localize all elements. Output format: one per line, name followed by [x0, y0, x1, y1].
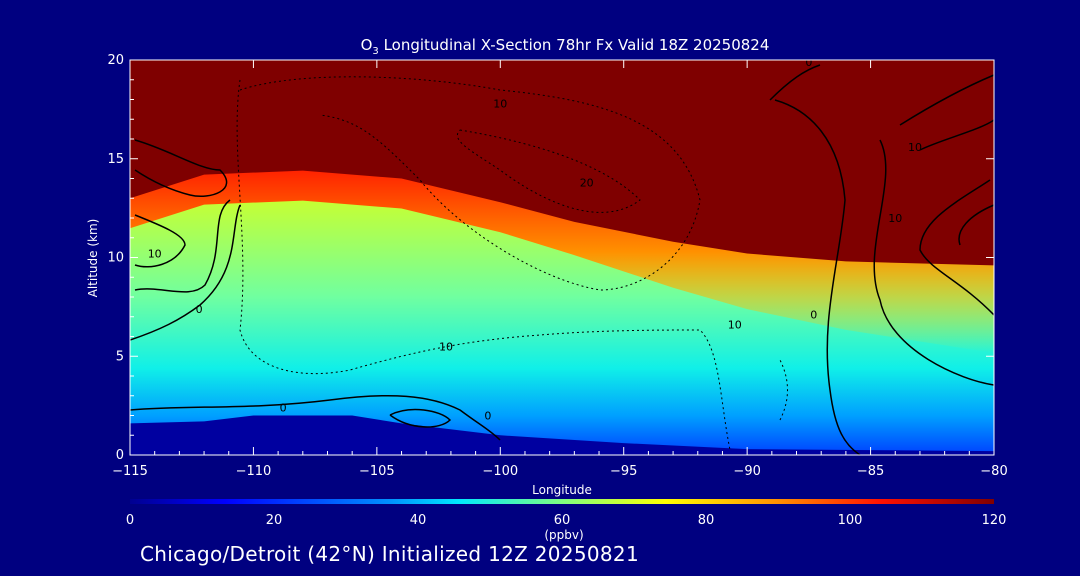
y-tick-label: 20 — [107, 53, 124, 68]
contour-line — [134, 139, 228, 197]
contour-label: 0 — [280, 402, 287, 415]
contour-label: 10 — [908, 141, 922, 154]
colorbar-gradient — [130, 499, 994, 504]
contour-label: 10 — [888, 212, 902, 225]
contour-labels: 10 20 0 10 10 10 0 10 10 0 0 0 — [148, 56, 922, 422]
chart-title: O3 Longitudinal X-Section 78hr Fx Valid … — [361, 36, 770, 57]
x-tick-label: −85 — [857, 464, 884, 479]
colorbar-tick-label: 20 — [266, 513, 283, 528]
x-tick-label: −90 — [733, 464, 760, 479]
contour-line — [779, 359, 788, 421]
contour-line — [236, 79, 731, 451]
colorbar-tick-label: 120 — [982, 513, 1007, 528]
run-caption: Chicago/Detroit (42°N) Initialized 12Z 2… — [140, 542, 639, 566]
contour-label: 0 — [484, 409, 491, 422]
contour-line — [130, 204, 241, 341]
contour-lines — [130, 64, 994, 455]
x-axis-label: Longitude — [532, 483, 592, 497]
colorbar: 0 20 40 60 80 100 120 (ppbv) — [126, 499, 1007, 542]
colorbar-tick-label: 80 — [698, 513, 715, 528]
x-tick-label: −80 — [980, 464, 1007, 479]
contour-line — [958, 204, 994, 246]
contour-line — [774, 99, 861, 455]
title-subscript: 3 — [372, 46, 378, 57]
y-axis-ticks: 0 5 10 15 20 — [107, 53, 994, 463]
contour-line — [134, 214, 186, 268]
contour-label: 0 — [805, 56, 812, 69]
contour-label: 10 — [493, 97, 507, 110]
x-tick-label: −110 — [236, 464, 272, 479]
contour-label: 0 — [810, 309, 817, 322]
contour-line — [919, 119, 994, 151]
terrain-mask — [130, 415, 994, 455]
y-tick-label: 5 — [116, 349, 124, 364]
y-axis-label: Altitude (km) — [86, 219, 100, 298]
contour-label: 0 — [196, 303, 203, 316]
title-suffix: Longitudinal X-Section 78hr Fx Valid 18Z… — [379, 36, 770, 54]
x-tick-label: −95 — [610, 464, 637, 479]
contour-label: 10 — [439, 340, 453, 353]
ozone-gradient-band — [130, 168, 994, 353]
colorbar-unit-label: (ppbv) — [544, 528, 583, 542]
x-tick-label: −100 — [482, 464, 518, 479]
title-prefix: O — [361, 36, 373, 54]
contour-line — [919, 179, 994, 316]
colorbar-tick-label: 100 — [838, 513, 863, 528]
contour-line — [130, 394, 501, 441]
contour-line — [389, 408, 452, 428]
contour-line — [239, 76, 701, 291]
colorbar-tick-label: 60 — [554, 513, 571, 528]
contour-label: 10 — [148, 248, 162, 261]
contour-line — [769, 64, 821, 101]
y-tick-label: 0 — [116, 448, 124, 463]
contour-line — [873, 139, 994, 386]
x-tick-label: −105 — [359, 464, 395, 479]
colorbar-tick-label: 40 — [410, 513, 427, 528]
contour-label: 20 — [580, 176, 594, 189]
stratosphere-ozone-region — [130, 60, 994, 266]
contour-line — [899, 74, 994, 126]
contour-label: 10 — [728, 319, 742, 332]
x-axis-ticks: −115 −110 −105 −100 −95 −90 −85 −80 — [112, 60, 1008, 479]
colorbar-ticks: 0 20 40 60 80 100 120 — [126, 513, 1007, 528]
colorbar-tick-label: 0 — [126, 513, 134, 528]
contour-line — [134, 199, 231, 293]
x-tick-label: −115 — [112, 464, 148, 479]
y-tick-label: 10 — [107, 251, 124, 266]
y-tick-label: 15 — [107, 152, 124, 167]
